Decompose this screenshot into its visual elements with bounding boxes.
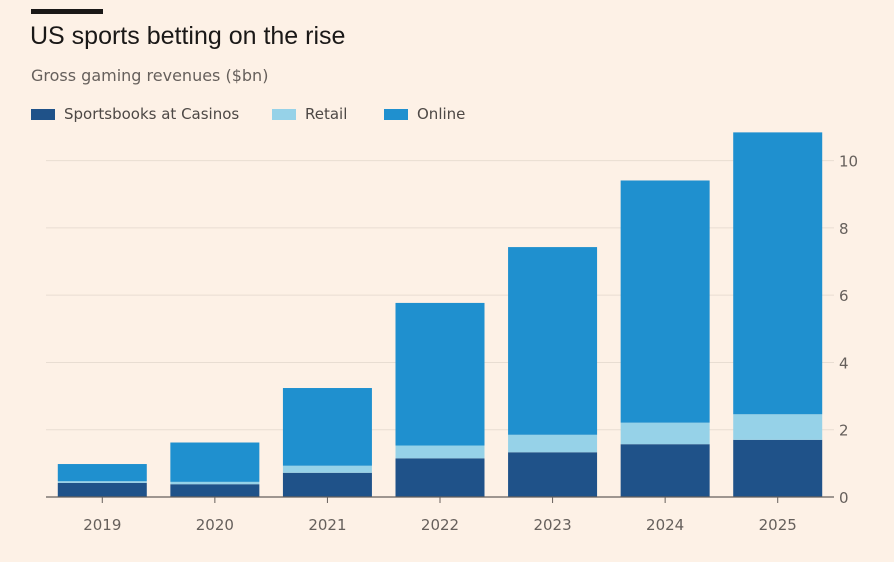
y-tick-label: 6 bbox=[839, 287, 849, 305]
x-tick-label: 2022 bbox=[421, 516, 459, 534]
bar-segment-2023-online bbox=[508, 247, 598, 435]
y-tick-label: 2 bbox=[839, 422, 849, 440]
bar-segment-2021-casinos bbox=[282, 472, 372, 497]
legend-label-retail: Retail bbox=[305, 105, 348, 123]
y-tick-label: 10 bbox=[839, 153, 858, 171]
legend-swatch-online bbox=[384, 108, 408, 120]
y-tick-label: 8 bbox=[839, 220, 849, 238]
bar-segment-2019-online bbox=[57, 464, 147, 482]
title-rule bbox=[31, 9, 103, 14]
legend-item-retail: Retail bbox=[272, 104, 347, 124]
bar-segment-2024-retail bbox=[620, 422, 710, 445]
y-tick-label: 4 bbox=[839, 354, 849, 372]
bar-segment-2025-online bbox=[733, 132, 823, 415]
bar-segment-2022-retail bbox=[395, 445, 485, 459]
bar-segment-2020-casinos bbox=[170, 484, 260, 497]
bar-segment-2020-online bbox=[170, 442, 260, 482]
bars bbox=[57, 132, 823, 497]
bar-segment-2025-retail bbox=[733, 414, 823, 440]
legend-swatch-casinos bbox=[31, 108, 55, 120]
x-tick-label: 2021 bbox=[308, 516, 346, 534]
bar-segment-2020-retail bbox=[170, 481, 260, 485]
legend-item-casinos: Sportsbooks at Casinos bbox=[31, 104, 239, 124]
axes: 0 2 4 6 8 10 2019 2020 2021 2022 2023 2024 2025 bbox=[46, 153, 858, 534]
bar-segment-2021-retail bbox=[282, 465, 372, 473]
bar-segment-2024-casinos bbox=[620, 444, 710, 497]
legend-label-casinos: Sportsbooks at Casinos bbox=[64, 105, 240, 123]
x-tick-label: 2020 bbox=[196, 516, 234, 534]
legend-label-online: Online bbox=[417, 105, 466, 123]
x-tick-label: 2023 bbox=[533, 516, 571, 534]
bar-segment-2023-casinos bbox=[508, 452, 598, 497]
chart-subtitle: Gross gaming revenues ($bn) bbox=[31, 66, 269, 85]
legend: Sportsbooks at Casinos Retail Online bbox=[31, 104, 631, 124]
bar-segment-2022-online bbox=[395, 302, 485, 446]
legend-item-online: Online bbox=[384, 104, 465, 124]
x-tick-label: 2019 bbox=[83, 516, 121, 534]
y-tick-label: 0 bbox=[839, 489, 849, 507]
bar-segment-2022-casinos bbox=[395, 458, 485, 497]
bar-segment-2019-retail bbox=[57, 481, 147, 483]
chart-title: US sports betting on the rise bbox=[30, 22, 346, 50]
x-tick-label: 2025 bbox=[759, 516, 797, 534]
bar-segment-2023-retail bbox=[508, 434, 598, 453]
legend-swatch-retail bbox=[272, 108, 296, 120]
x-tick-label: 2024 bbox=[646, 516, 684, 534]
bar-segment-2025-casinos bbox=[733, 439, 823, 497]
bar-segment-2021-online bbox=[282, 388, 372, 466]
bar-segment-2024-online bbox=[620, 180, 710, 423]
bar-segment-2019-casinos bbox=[57, 482, 147, 497]
